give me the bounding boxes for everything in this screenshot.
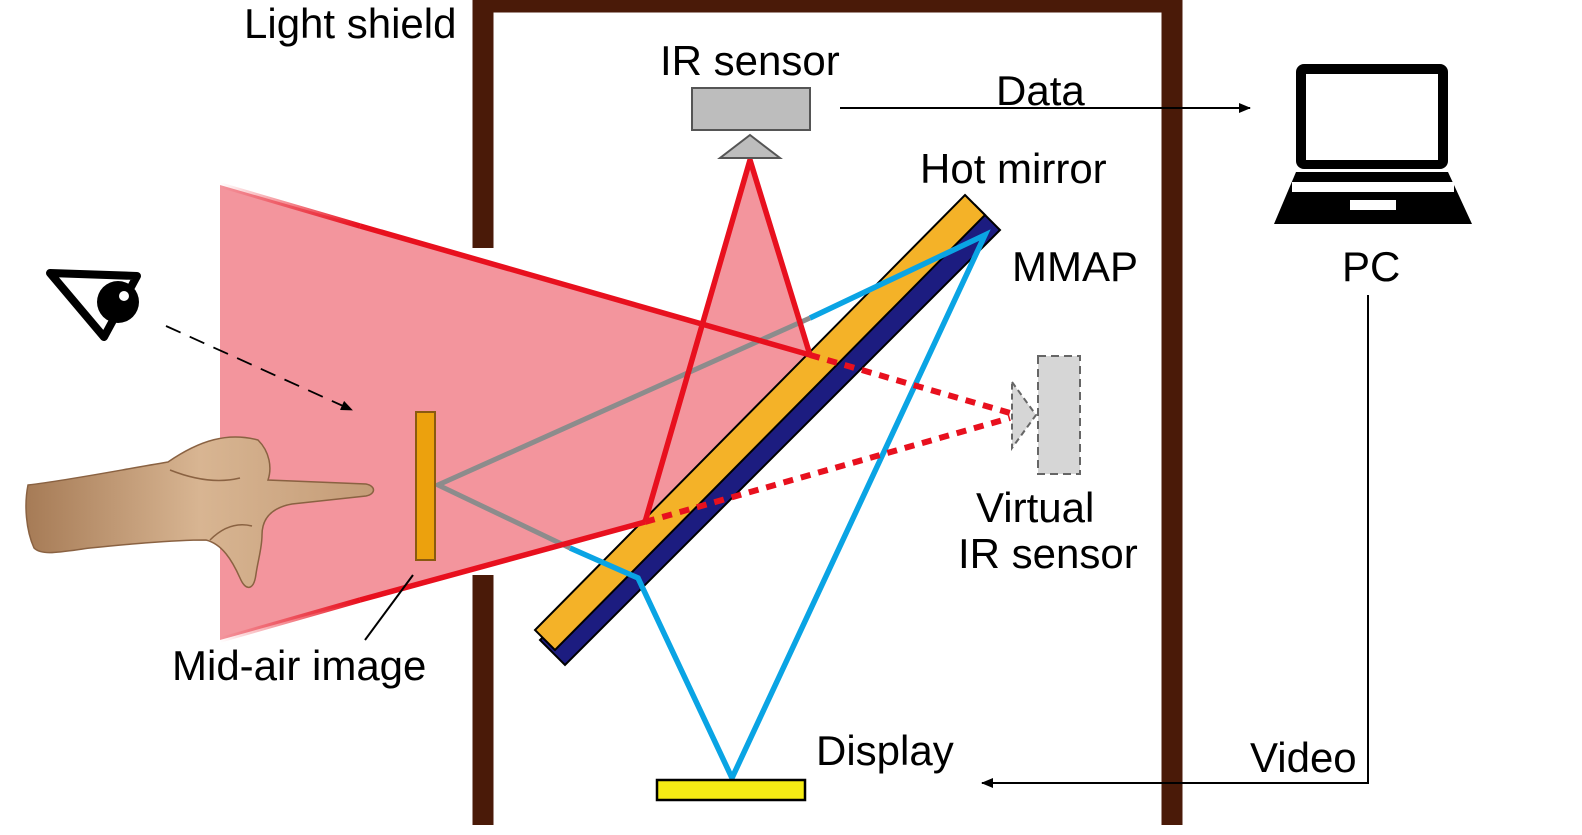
label-video: Video [1250,734,1357,781]
laptop-icon [1274,64,1472,224]
mid-air-image-bar [415,411,436,561]
mid-air-image-leader [364,574,414,641]
display-ray [568,229,991,785]
label-light-shield: Light shield [244,0,456,47]
label-virtual-ir-sensor: IR sensor [958,530,1138,577]
label-display: Display [816,727,954,774]
video-arrow [981,295,1369,788]
label-ir-sensor: IR sensor [660,37,840,84]
gaze-arrow [165,325,353,411]
pointing-hand [25,436,375,588]
label-hot-mirror: Hot mirror [920,145,1107,192]
label-data: Data [996,67,1085,114]
label-mid-air-image: Mid-air image [172,642,426,689]
display-screen [655,778,807,802]
label-virtual: Virtual [976,484,1094,531]
ir-sensor [691,87,811,159]
label-pc: PC [1342,243,1400,290]
virtual-ir-sensor [1011,355,1081,475]
ir-sensor-cone-fill [645,160,810,522]
ir-field-fill [220,185,810,640]
eye-icon [46,269,141,341]
hot-mirror-plate [533,193,987,652]
label-mmap: MMAP [1012,243,1138,290]
ir-rays [219,150,1011,643]
light-shield [472,0,1183,825]
